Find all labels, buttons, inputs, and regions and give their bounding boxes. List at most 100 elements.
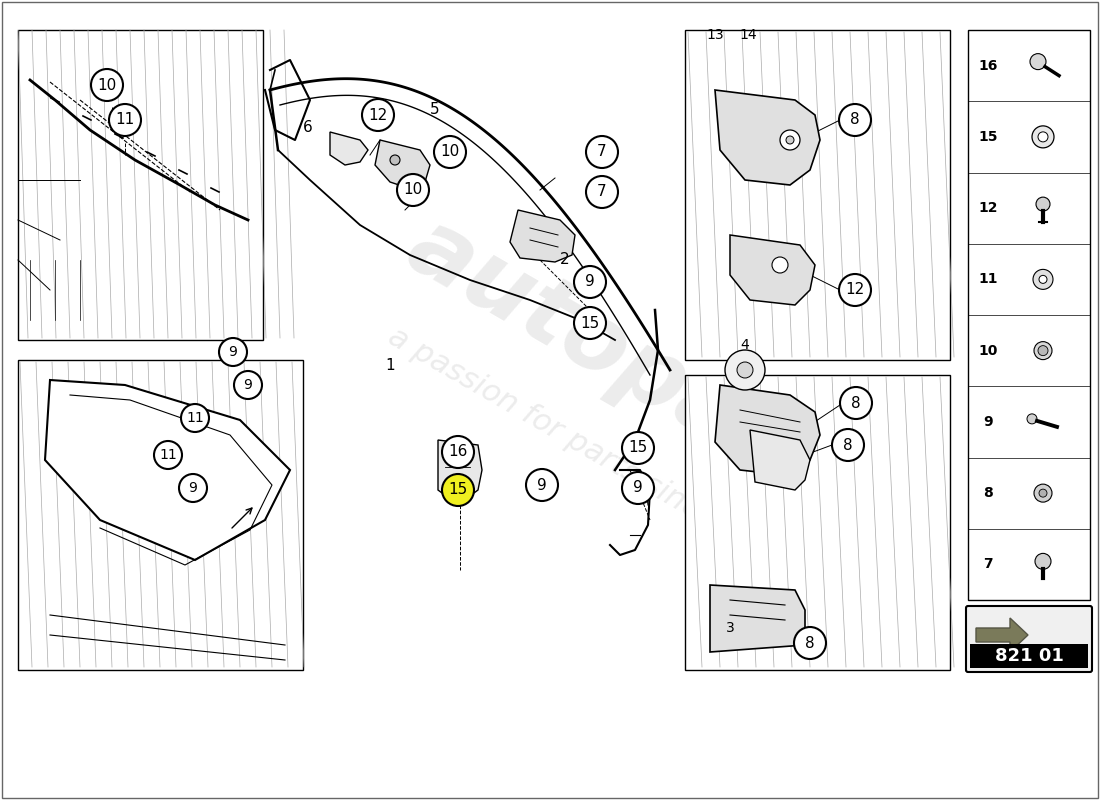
- Circle shape: [434, 136, 466, 168]
- Circle shape: [840, 387, 872, 419]
- Text: 15: 15: [628, 441, 648, 455]
- Text: 10: 10: [98, 78, 117, 93]
- Polygon shape: [976, 618, 1028, 652]
- Text: 9: 9: [983, 415, 993, 429]
- Text: 10: 10: [404, 182, 422, 198]
- Text: 8: 8: [844, 438, 852, 453]
- Polygon shape: [375, 140, 430, 188]
- Text: 11: 11: [116, 113, 134, 127]
- Circle shape: [772, 257, 788, 273]
- Circle shape: [234, 371, 262, 399]
- Text: 9: 9: [537, 478, 547, 493]
- Text: 8: 8: [850, 113, 860, 127]
- Circle shape: [621, 472, 654, 504]
- Circle shape: [526, 469, 558, 501]
- Text: 12: 12: [978, 201, 998, 215]
- Circle shape: [390, 155, 400, 165]
- Circle shape: [1035, 554, 1050, 570]
- Text: 10: 10: [978, 344, 998, 358]
- Text: 9: 9: [188, 481, 197, 495]
- Circle shape: [786, 136, 794, 144]
- Circle shape: [1040, 489, 1047, 497]
- FancyBboxPatch shape: [18, 360, 303, 670]
- Circle shape: [832, 429, 864, 461]
- Polygon shape: [715, 90, 820, 185]
- Polygon shape: [710, 585, 805, 652]
- Circle shape: [219, 338, 248, 366]
- Circle shape: [1034, 342, 1052, 360]
- Text: 821 01: 821 01: [994, 647, 1064, 665]
- Text: 9: 9: [229, 345, 238, 359]
- FancyBboxPatch shape: [685, 30, 950, 360]
- Circle shape: [91, 69, 123, 101]
- Circle shape: [1036, 197, 1050, 211]
- Text: 3: 3: [726, 621, 735, 635]
- Text: 8: 8: [983, 486, 993, 500]
- Circle shape: [1027, 414, 1037, 424]
- Polygon shape: [510, 210, 575, 262]
- Circle shape: [574, 307, 606, 339]
- Text: 9: 9: [243, 378, 252, 392]
- Circle shape: [442, 474, 474, 506]
- Circle shape: [725, 350, 764, 390]
- Circle shape: [574, 266, 606, 298]
- Circle shape: [154, 441, 182, 469]
- Text: autoparts: autoparts: [392, 200, 889, 540]
- Circle shape: [1033, 270, 1053, 290]
- Text: 15: 15: [581, 315, 600, 330]
- Text: 16: 16: [978, 58, 998, 73]
- Circle shape: [1040, 275, 1047, 283]
- Circle shape: [586, 176, 618, 208]
- Circle shape: [362, 99, 394, 131]
- Text: 8: 8: [805, 635, 815, 650]
- FancyBboxPatch shape: [970, 644, 1088, 668]
- FancyBboxPatch shape: [18, 30, 263, 340]
- Text: 2: 2: [560, 253, 570, 267]
- Circle shape: [621, 432, 654, 464]
- Circle shape: [1030, 54, 1046, 70]
- Text: 8: 8: [851, 395, 861, 410]
- FancyBboxPatch shape: [968, 30, 1090, 600]
- FancyBboxPatch shape: [685, 375, 950, 670]
- Text: 7: 7: [597, 145, 607, 159]
- Text: 10: 10: [440, 145, 460, 159]
- Polygon shape: [730, 235, 815, 305]
- Circle shape: [1032, 126, 1054, 148]
- Circle shape: [442, 436, 474, 468]
- Text: 9: 9: [585, 274, 595, 290]
- Circle shape: [839, 104, 871, 136]
- Text: 16: 16: [449, 445, 468, 459]
- Text: a passion for parts since 1985: a passion for parts since 1985: [383, 322, 796, 578]
- Polygon shape: [715, 385, 820, 475]
- Text: 7: 7: [983, 558, 993, 571]
- Text: 11: 11: [160, 448, 177, 462]
- Text: 12: 12: [368, 107, 387, 122]
- Circle shape: [1038, 346, 1048, 356]
- Polygon shape: [45, 380, 290, 560]
- Circle shape: [780, 130, 800, 150]
- Text: 4: 4: [740, 338, 749, 352]
- Circle shape: [182, 404, 209, 432]
- Text: 5: 5: [430, 102, 440, 118]
- FancyBboxPatch shape: [966, 606, 1092, 672]
- Circle shape: [179, 474, 207, 502]
- Polygon shape: [330, 132, 369, 165]
- Circle shape: [786, 442, 803, 458]
- Text: 15: 15: [978, 130, 998, 144]
- Text: 12: 12: [846, 282, 865, 298]
- Circle shape: [794, 627, 826, 659]
- Circle shape: [109, 104, 141, 136]
- Text: 14: 14: [739, 28, 757, 42]
- Polygon shape: [438, 440, 482, 505]
- Circle shape: [586, 136, 618, 168]
- Polygon shape: [750, 430, 810, 490]
- Text: 13: 13: [706, 28, 724, 42]
- Circle shape: [839, 274, 871, 306]
- Circle shape: [737, 362, 754, 378]
- Circle shape: [397, 174, 429, 206]
- Text: 7: 7: [597, 185, 607, 199]
- Text: 11: 11: [186, 411, 204, 425]
- Text: 6: 6: [304, 121, 312, 135]
- Text: 9: 9: [634, 481, 642, 495]
- Text: 15: 15: [449, 482, 468, 498]
